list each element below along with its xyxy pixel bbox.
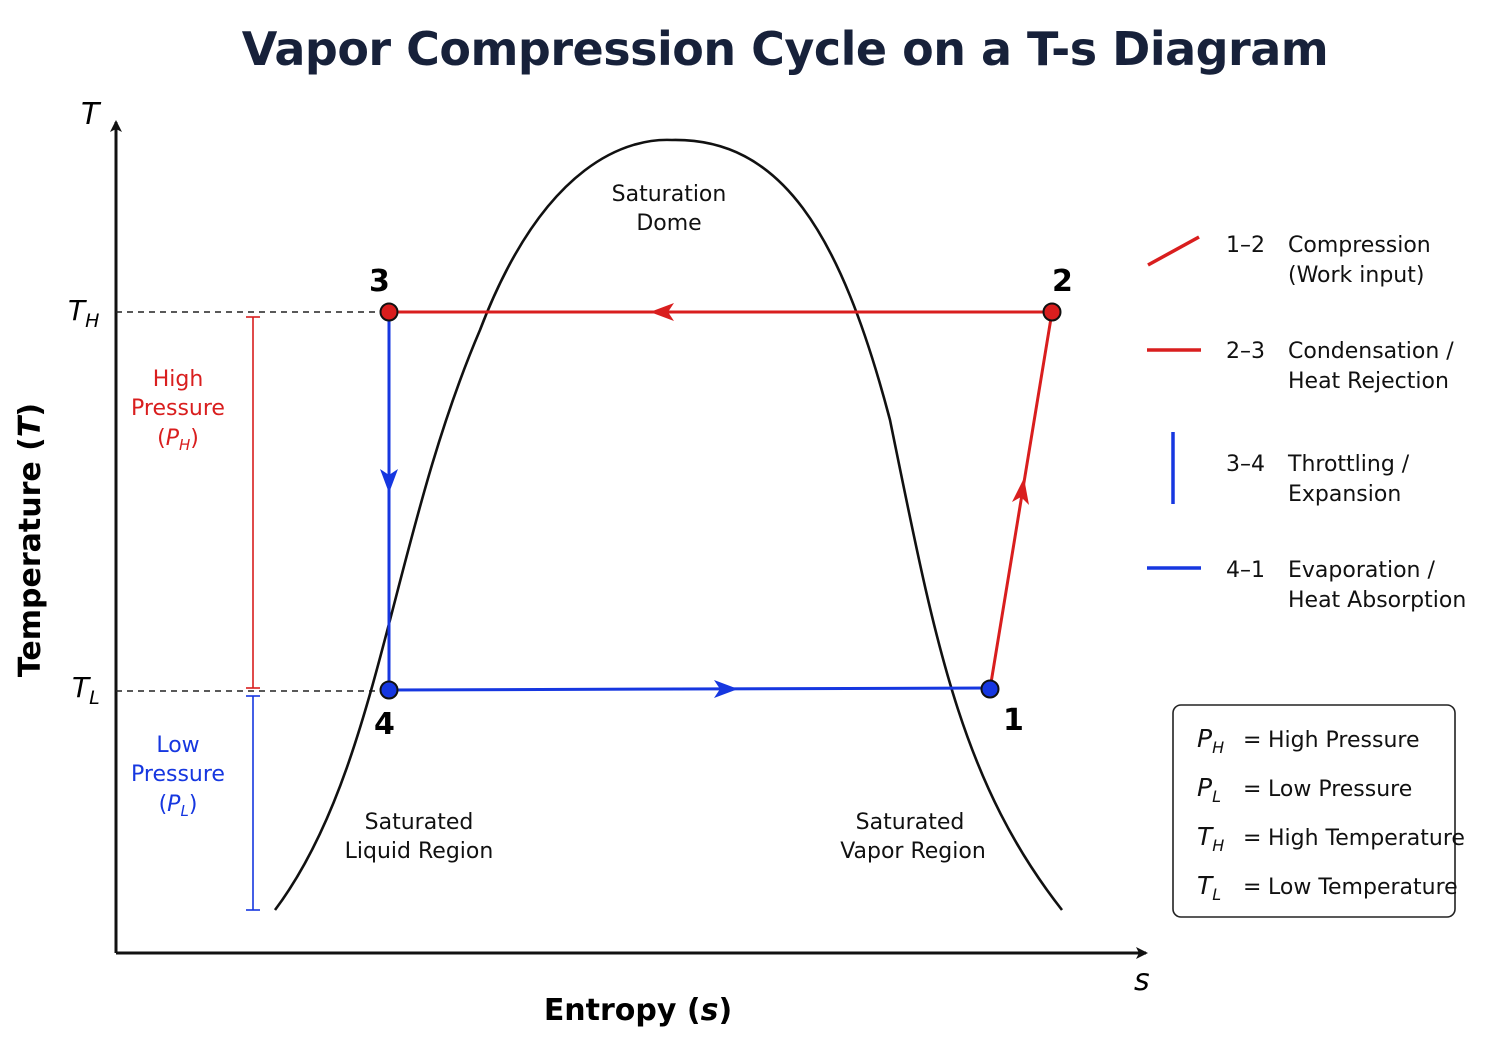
svg-text:PL: PL xyxy=(1197,773,1221,806)
symbol-row-pl: PL = Low Pressure xyxy=(1197,773,1412,806)
svg-text:Vapor Region: Vapor Region xyxy=(840,839,986,864)
svg-text:High: High xyxy=(153,367,204,392)
svg-text:Heat Absorption: Heat Absorption xyxy=(1288,588,1466,613)
svg-text:Throttling /: Throttling / xyxy=(1287,452,1410,477)
svg-text:Compression: Compression xyxy=(1288,233,1431,258)
symbol-row-ph: PH = High Pressure xyxy=(1197,724,1420,757)
svg-text:High Pressure: High Pressure xyxy=(1268,728,1420,753)
svg-text:TL: TL xyxy=(1197,871,1221,904)
svg-text:Heat Rejection: Heat Rejection xyxy=(1288,369,1449,394)
svg-text:=: = xyxy=(1243,875,1261,900)
symbol-key: PH = High Pressure PL = Low Pressure TH … xyxy=(1197,724,1465,904)
y-axis-symbol: T xyxy=(81,97,102,132)
svg-text:PH: PH xyxy=(1197,724,1224,757)
state-point-4 xyxy=(379,680,399,700)
svg-text:Pressure: Pressure xyxy=(131,396,225,421)
state-point-2 xyxy=(1042,302,1062,322)
svg-text:=: = xyxy=(1243,826,1261,851)
high-pressure-label: High Pressure (PH) xyxy=(131,367,225,454)
saturation-dome xyxy=(273,138,1064,911)
high-pressure-range xyxy=(246,316,260,689)
point-label-4: 4 xyxy=(374,707,395,742)
svg-text:Dome: Dome xyxy=(636,211,701,236)
svg-text:3–4: 3–4 xyxy=(1226,452,1265,477)
tl-tick-label: TL xyxy=(72,671,100,709)
svg-text:Liquid Region: Liquid Region xyxy=(345,839,494,864)
saturation-dome-label: Saturation Dome xyxy=(612,182,727,236)
process-3-4-arrow xyxy=(380,469,398,493)
low-pressure-range xyxy=(246,695,260,911)
svg-text:Saturation: Saturation xyxy=(612,182,727,207)
legend-item-1-2: 1–2 Compression (Work input) xyxy=(1147,233,1431,288)
process-4-1-arrow xyxy=(714,680,738,698)
process-2-3-arrow xyxy=(650,303,674,321)
svg-text:High Temperature: High Temperature xyxy=(1268,826,1465,851)
svg-text:=: = xyxy=(1243,728,1261,753)
svg-text:=: = xyxy=(1243,777,1261,802)
svg-text:2–3: 2–3 xyxy=(1226,339,1265,364)
svg-text:Low Pressure: Low Pressure xyxy=(1268,777,1412,802)
x-axis-title: Entropy (s) xyxy=(544,993,732,1028)
svg-text:Low Temperature: Low Temperature xyxy=(1268,875,1458,900)
svg-text:Evaporation /: Evaporation / xyxy=(1288,558,1435,583)
point-label-1: 1 xyxy=(1003,703,1024,738)
svg-text:4–1: 4–1 xyxy=(1226,558,1265,583)
legend-item-4-1: 4–1 Evaporation / Heat Absorption xyxy=(1147,558,1466,613)
process-legend: 1–2 Compression (Work input) 2–3 Condens… xyxy=(1147,233,1466,613)
legend-swatch-compression xyxy=(1147,235,1200,267)
y-axis-title: Temperature (T) xyxy=(13,403,48,677)
diagram-title: Vapor Compression Cycle on a T-s Diagram xyxy=(241,22,1329,76)
svg-text:(Work input): (Work input) xyxy=(1288,263,1424,288)
th-tick-label: TH xyxy=(68,294,99,332)
legend-item-2-3: 2–3 Condensation / Heat Rejection xyxy=(1147,339,1454,394)
svg-text:(PL): (PL) xyxy=(159,792,198,820)
point-label-2: 2 xyxy=(1052,264,1073,299)
process-1-2-arrow xyxy=(1012,478,1029,505)
legend-item-3-4: 3–4 Throttling / Expansion xyxy=(1171,432,1410,507)
symbol-row-th: TH = High Temperature xyxy=(1197,822,1465,855)
svg-text:Low: Low xyxy=(156,733,199,758)
x-axis-symbol: s xyxy=(1134,963,1150,998)
svg-text:Condensation /: Condensation / xyxy=(1288,339,1454,364)
svg-text:Pressure: Pressure xyxy=(131,762,225,787)
symbol-key-box xyxy=(1172,704,1456,918)
svg-text:Expansion: Expansion xyxy=(1288,482,1401,507)
svg-text:TH: TH xyxy=(1197,822,1224,855)
svg-text:1–2: 1–2 xyxy=(1226,233,1265,258)
low-pressure-label: Low Pressure (PL) xyxy=(131,733,225,820)
symbol-row-tl: TL = Low Temperature xyxy=(1197,871,1458,904)
process-1-2-compression xyxy=(988,311,1054,690)
state-point-1 xyxy=(980,679,1000,699)
point-label-3: 3 xyxy=(369,264,390,299)
state-point-3 xyxy=(379,302,399,322)
svg-text:Saturated: Saturated xyxy=(365,810,474,835)
liquid-region-label: Saturated Liquid Region xyxy=(345,810,494,864)
process-4-1-evaporation xyxy=(388,686,991,692)
vapor-region-label: Saturated Vapor Region xyxy=(840,810,986,864)
svg-text:(PH): (PH) xyxy=(157,426,199,454)
svg-text:Saturated: Saturated xyxy=(856,810,965,835)
